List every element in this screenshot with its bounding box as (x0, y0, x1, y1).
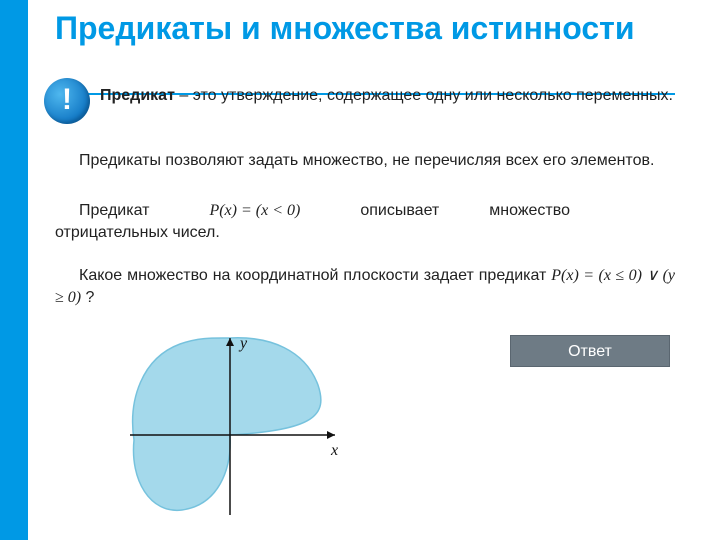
definition-rest: – это утверждение, содержащее одну или н… (175, 87, 673, 104)
coordinate-plane-svg: yx (120, 330, 360, 520)
paragraph-3b: ? (81, 289, 94, 306)
svg-text:y: y (238, 335, 248, 352)
coordinate-chart: yx (120, 330, 360, 520)
answer-button[interactable]: Ответ (510, 335, 670, 367)
exclamation-icon: ! (44, 78, 90, 124)
paragraph-1: Предикаты позволяют задать множество, не… (55, 150, 675, 172)
left-accent-bar (0, 0, 28, 540)
paragraph-1-text: Предикаты позволяют задать множество, не… (79, 152, 654, 169)
paragraph-2: ПредикатP(x) = (x < 0)описываетмножество (55, 200, 675, 222)
definition-term: Предикат (100, 87, 175, 104)
definition-text: Предикат – это утверждение, содержащее о… (100, 86, 675, 106)
paragraph-3a: Какое множество на координатной плоскост… (79, 267, 551, 284)
paragraph-2-line2: отрицательных чисел. (55, 222, 675, 244)
page-title: Предикаты и множества истинности (55, 10, 635, 47)
svg-text:x: x (330, 442, 338, 459)
paragraph-3: Какое множество на координатной плоскост… (55, 265, 675, 308)
